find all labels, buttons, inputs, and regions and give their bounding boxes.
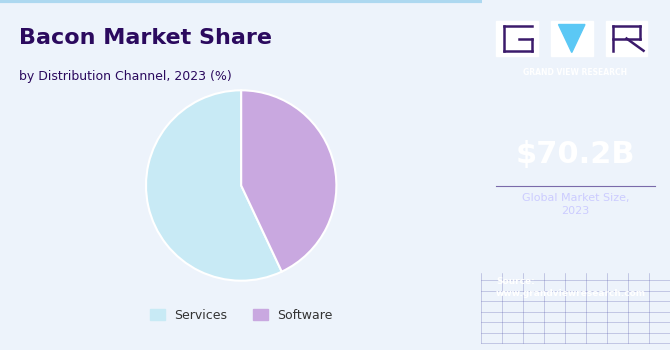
Legend: Services, Software: Services, Software	[145, 304, 338, 327]
Wedge shape	[146, 90, 281, 281]
Text: Source:
www.grandviewresearch.com: Source: www.grandviewresearch.com	[496, 276, 647, 298]
Text: Global Market Size,
2023: Global Market Size, 2023	[522, 193, 629, 216]
Text: Bacon Market Share: Bacon Market Share	[19, 28, 272, 48]
Polygon shape	[559, 25, 585, 52]
FancyBboxPatch shape	[551, 21, 592, 56]
Wedge shape	[241, 90, 336, 272]
Text: $70.2B: $70.2B	[516, 140, 635, 169]
Text: by Distribution Channel, 2023 (%): by Distribution Channel, 2023 (%)	[19, 70, 232, 83]
FancyBboxPatch shape	[496, 21, 538, 56]
Text: GRAND VIEW RESEARCH: GRAND VIEW RESEARCH	[523, 68, 628, 77]
FancyBboxPatch shape	[606, 21, 647, 56]
